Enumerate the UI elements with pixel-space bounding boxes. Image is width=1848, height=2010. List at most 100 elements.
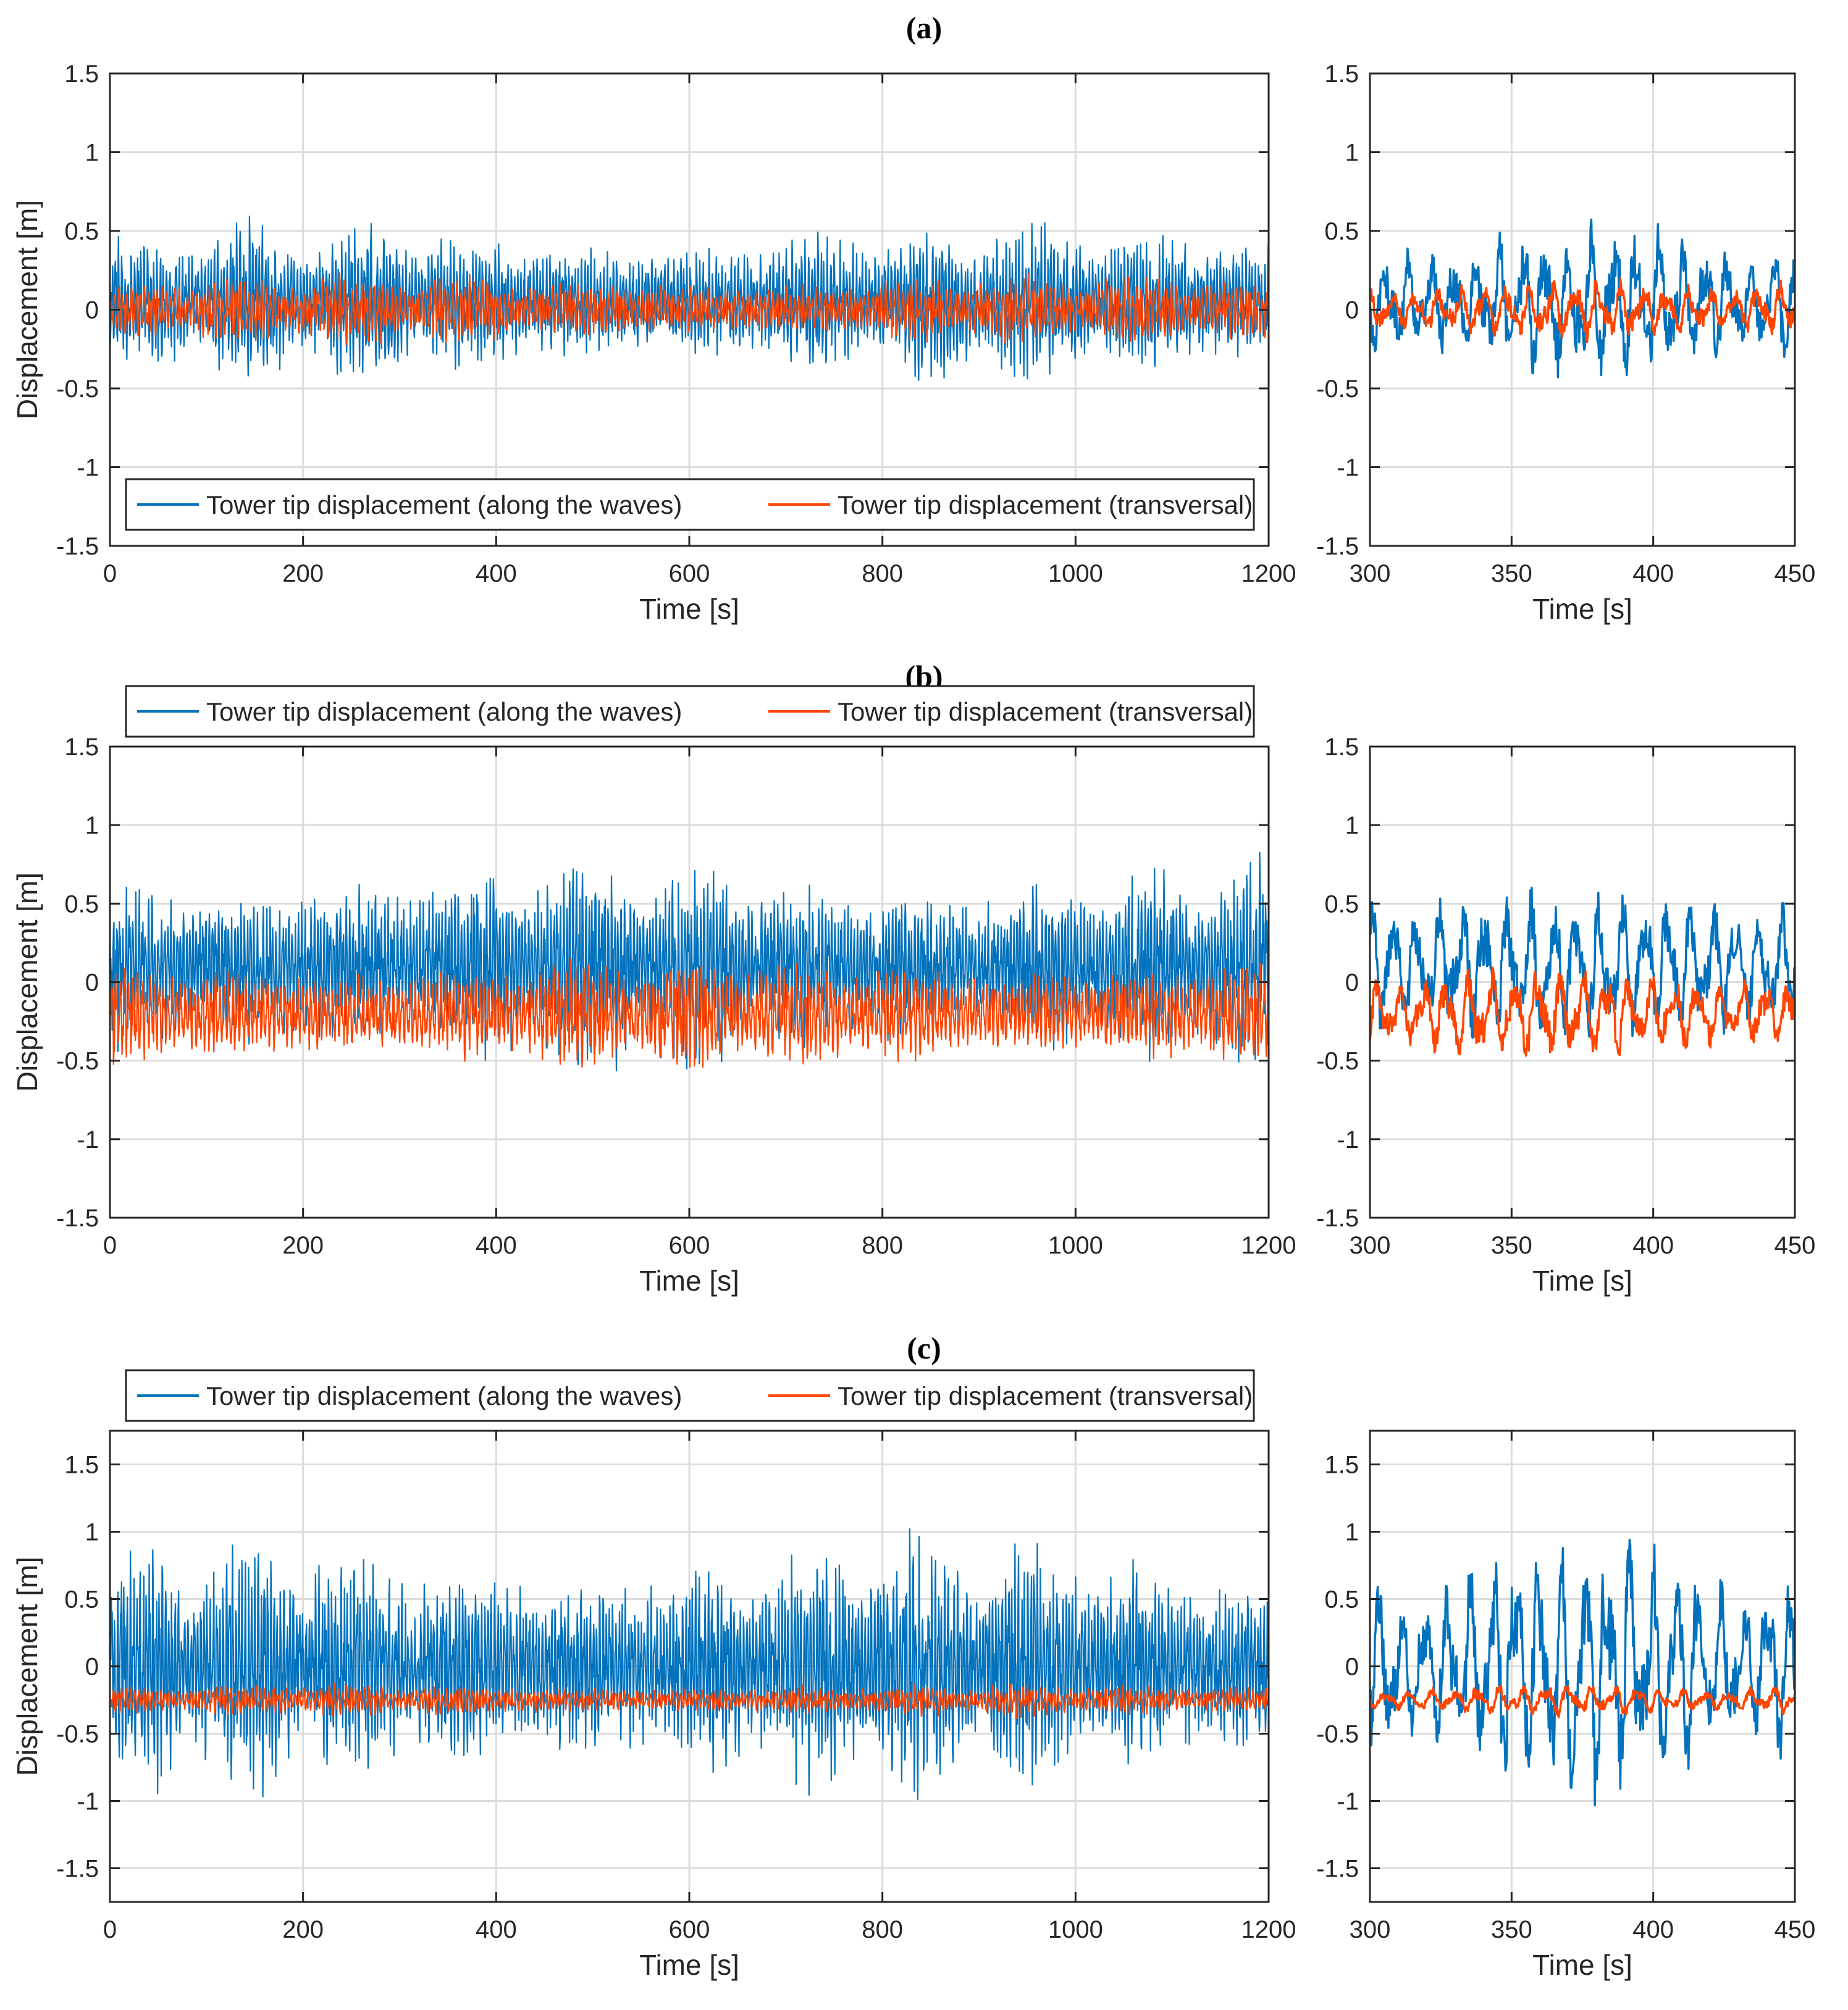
- y-tick-label: -0.5: [1316, 375, 1359, 403]
- legend: Tower tip displacement (along the waves)…: [125, 478, 1255, 531]
- x-axis-label: Time [s]: [1532, 1265, 1632, 1297]
- series-line-transversal: [110, 272, 1269, 346]
- x-tick-label: 400: [1632, 1916, 1674, 1943]
- y-tick-label: 1.5: [64, 734, 99, 761]
- y-tick-label: 1: [85, 140, 99, 167]
- x-tick-label: 450: [1774, 1232, 1816, 1259]
- x-tick-label: 0: [103, 1916, 117, 1943]
- series-line-along: [110, 1528, 1269, 1800]
- y-tick-label: -1: [77, 1126, 99, 1154]
- legend-label-along: Tower tip displacement (along the waves): [206, 697, 682, 726]
- x-tick-label: 350: [1491, 560, 1532, 587]
- y-tick-label: 1: [1345, 812, 1359, 839]
- y-tick-label: 0: [1345, 297, 1359, 324]
- axes-a-full: 0 200 400 600 800 1000 1200 -1.5 -1 -0.5 0 0.5 1 1.5 T…: [11, 61, 1296, 625]
- series-line-transversal: [110, 958, 1269, 1068]
- y-axis-label: Displacement [m]: [11, 200, 43, 419]
- series-line-transversal: [1370, 966, 1795, 1057]
- x-tick-label: 300: [1350, 1916, 1391, 1943]
- y-axis-label: Displacement [m]: [11, 1557, 43, 1776]
- x-tick-label: 0: [103, 560, 117, 587]
- x-tick-label: 300: [1350, 1232, 1391, 1259]
- series-line-along: [1370, 218, 1795, 379]
- y-tick-label: 0: [1345, 969, 1359, 997]
- x-tick-label: 1200: [1241, 560, 1296, 587]
- x-axis-label: Time [s]: [639, 593, 739, 625]
- legend-label-transversal: Tower tip displacement (transversal): [838, 490, 1253, 519]
- y-tick-label: -1: [1337, 1126, 1359, 1154]
- y-tick-label: -1.5: [56, 1205, 99, 1232]
- y-tick-label: 1.5: [1324, 734, 1359, 761]
- x-axis-label: Time [s]: [639, 1265, 739, 1297]
- axes-b-full: 0 200 400 600 800 1000 1200 -1.5 -1 -0.5 0 0.5 1 1.5 T…: [11, 685, 1296, 1297]
- axes-c-zoom: 300 350 400 450 -1.5 -1 -0.5 0 0.5 1 1.5 Time [s]: [1316, 1430, 1816, 1981]
- x-tick-label: 200: [282, 1232, 324, 1259]
- x-tick-label: 400: [1632, 1232, 1674, 1259]
- legend-label-transversal: Tower tip displacement (transversal): [838, 697, 1253, 726]
- y-tick-label: 0: [85, 297, 99, 324]
- y-tick-label: 0.5: [64, 1586, 99, 1614]
- y-tick-label: -0.5: [1316, 1721, 1359, 1748]
- y-tick-label: -1: [1337, 454, 1359, 482]
- y-tick-label: -1.5: [56, 533, 99, 560]
- y-tick-label: -1: [1337, 1788, 1359, 1815]
- x-tick-label: 800: [862, 1232, 903, 1259]
- y-tick-label: 0.5: [64, 218, 99, 245]
- y-tick-label: -1: [77, 1788, 99, 1815]
- legend-box: [125, 478, 1255, 531]
- y-tick-label: 0: [85, 969, 99, 997]
- legend-box: [125, 1369, 1255, 1422]
- y-tick-label: -1.5: [1316, 1856, 1359, 1883]
- panel-label-c: (c): [907, 1331, 941, 1365]
- x-tick-label: 400: [476, 560, 517, 587]
- x-tick-label: 200: [282, 1916, 324, 1943]
- x-tick-label: 1000: [1048, 1916, 1103, 1943]
- x-tick-label: 800: [862, 560, 903, 587]
- y-tick-label: 0.5: [1324, 218, 1359, 245]
- y-tick-label: 0.5: [1324, 1586, 1359, 1614]
- axes-b-zoom: 300 350 400 450 -1.5 -1 -0.5 0 0.5 1 1.5 Time [s]: [1316, 734, 1815, 1297]
- y-tick-label: -1: [77, 454, 99, 482]
- legend-box: [125, 685, 1255, 738]
- x-axis-label: Time [s]: [1532, 1949, 1632, 1981]
- y-tick-label: 1: [1345, 1519, 1359, 1546]
- x-tick-label: 400: [476, 1916, 517, 1943]
- y-tick-label: 1: [1345, 140, 1359, 167]
- y-tick-label: 0: [85, 1654, 99, 1681]
- y-tick-label: 1.5: [1324, 1452, 1359, 1479]
- x-tick-label: 400: [1632, 560, 1674, 587]
- y-tick-label: 1.5: [1324, 61, 1359, 88]
- x-tick-label: 600: [669, 1232, 710, 1259]
- axes-c-full: 0 200 400 600 800 1000 1200 -1.5 -1 -0.5 0 0.5 1 1.5 T…: [11, 1369, 1296, 1981]
- y-tick-label: 1: [85, 1519, 99, 1546]
- x-axis-label: Time [s]: [639, 1949, 739, 1981]
- axes-a-zoom: 300 350 400 450 -1.5 -1 -0.5 0 0.5 1 1.5 Time [s]: [1316, 61, 1815, 625]
- x-tick-label: 1200: [1241, 1916, 1296, 1943]
- x-tick-label: 600: [669, 560, 710, 587]
- x-axis-label: Time [s]: [1532, 593, 1632, 625]
- x-tick-label: 1000: [1048, 1232, 1103, 1259]
- x-tick-label: 350: [1491, 1232, 1532, 1259]
- y-tick-label: -0.5: [56, 375, 99, 403]
- series-line-along: [1370, 886, 1795, 1039]
- series-line-transversal: [1370, 1685, 1795, 1719]
- y-tick-label: -0.5: [56, 1721, 99, 1748]
- legend-label-along: Tower tip displacement (along the waves): [206, 490, 682, 519]
- legend: Tower tip displacement (along the waves)…: [125, 1369, 1255, 1422]
- series-line-transversal: [110, 1682, 1269, 1719]
- series-line-transversal: [1370, 277, 1795, 343]
- x-tick-label: 200: [282, 560, 324, 587]
- x-tick-label: 400: [476, 1232, 517, 1259]
- x-tick-label: 600: [669, 1916, 710, 1943]
- x-tick-label: 450: [1774, 560, 1816, 587]
- x-tick-label: 1200: [1241, 1232, 1296, 1259]
- legend-label-transversal: Tower tip displacement (transversal): [838, 1381, 1253, 1410]
- x-tick-label: 1000: [1048, 560, 1103, 587]
- x-tick-label: 450: [1774, 1916, 1816, 1943]
- x-tick-label: 350: [1491, 1916, 1532, 1943]
- y-tick-label: 1: [85, 812, 99, 839]
- series-line-along: [1370, 1538, 1795, 1807]
- y-tick-label: -0.5: [1316, 1048, 1359, 1075]
- x-tick-label: 800: [862, 1916, 903, 1943]
- x-tick-label: 0: [103, 1232, 117, 1259]
